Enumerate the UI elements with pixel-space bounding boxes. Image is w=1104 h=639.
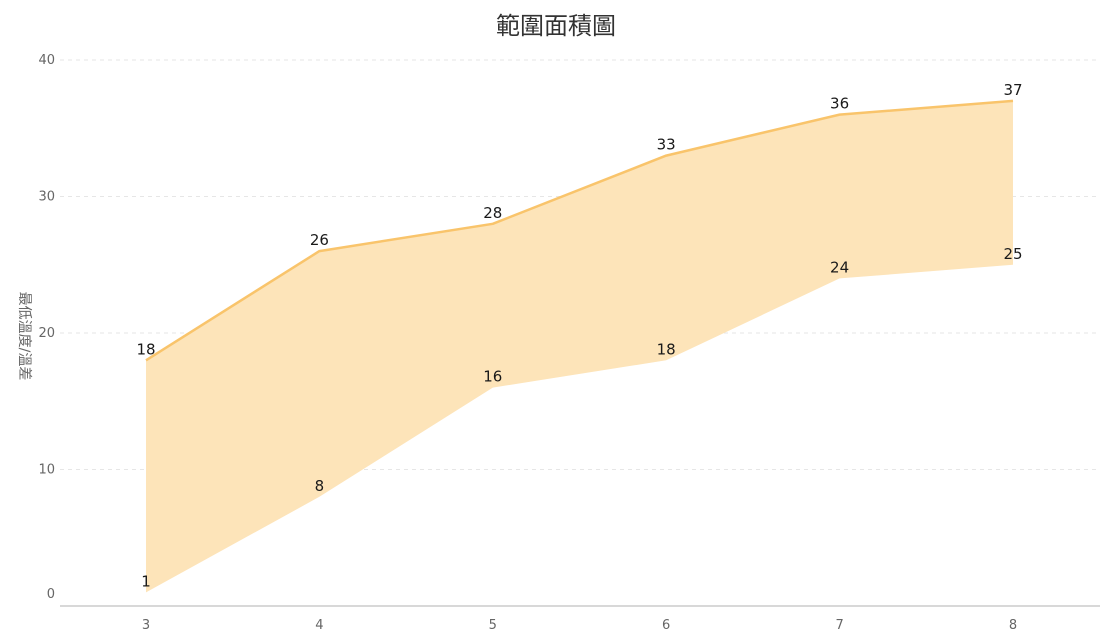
high-data-label: 28 bbox=[483, 204, 502, 222]
chart-title: 範圍面積圖 bbox=[496, 12, 616, 40]
high-data-label: 37 bbox=[1003, 81, 1022, 99]
low-data-label: 25 bbox=[1003, 245, 1022, 263]
high-data-label: 18 bbox=[136, 340, 155, 358]
high-data-label: 26 bbox=[310, 231, 329, 249]
tick-label-layer: 0 10 20 30 40 3 4 5 6 7 8 bbox=[38, 53, 1017, 633]
low-data-label: 8 bbox=[315, 477, 325, 495]
low-data-label: 16 bbox=[483, 368, 502, 386]
range-area-fill bbox=[146, 100, 1013, 593]
y-tick-label: 40 bbox=[38, 53, 55, 68]
y-tick-label: 0 bbox=[47, 587, 55, 602]
y-tick-label: 30 bbox=[38, 190, 55, 205]
x-tick-label: 7 bbox=[835, 618, 843, 633]
low-data-label: 1 bbox=[141, 572, 151, 590]
high-data-label: 36 bbox=[830, 95, 849, 113]
low-data-label: 18 bbox=[657, 340, 676, 358]
x-tick-label: 3 bbox=[142, 618, 150, 633]
x-tick-label: 5 bbox=[489, 618, 497, 633]
x-tick-label: 4 bbox=[315, 618, 323, 633]
area-layer bbox=[145, 99, 1014, 593]
y-tick-label: 10 bbox=[38, 463, 55, 478]
y-tick-label: 20 bbox=[38, 326, 55, 341]
x-tick-label: 8 bbox=[1009, 618, 1017, 633]
data-label-layer: 18 1 26 8 28 16 33 18 36 24 37 25 bbox=[136, 81, 1022, 590]
range-high-line bbox=[145, 99, 1014, 362]
x-tick-label: 6 bbox=[662, 618, 670, 633]
high-data-label: 33 bbox=[657, 136, 676, 154]
y-axis-label: 最低溫度/溫差 bbox=[16, 292, 32, 381]
low-data-label: 24 bbox=[830, 258, 849, 276]
